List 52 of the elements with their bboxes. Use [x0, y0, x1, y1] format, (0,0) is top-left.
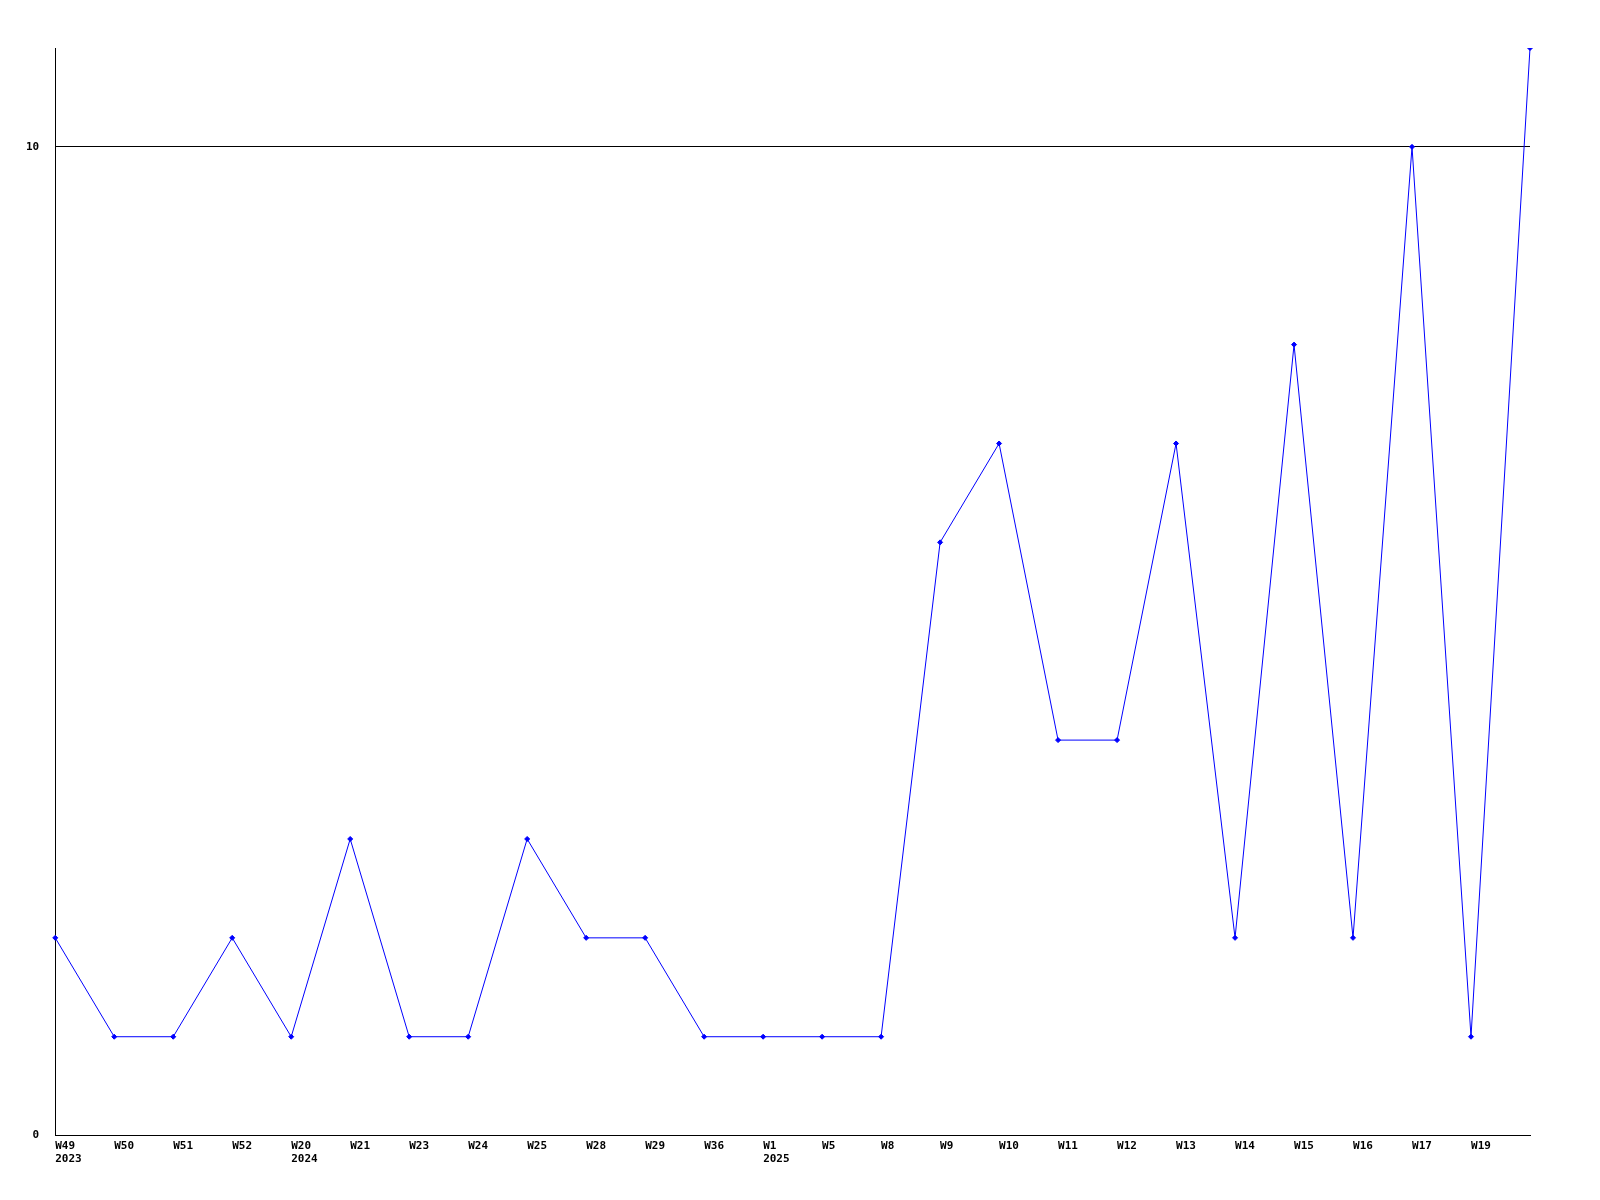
point [878, 1033, 885, 1040]
x-tick-label: W9 [940, 1139, 954, 1153]
x-tick-label: W29 [645, 1139, 666, 1153]
x-tick-label: W21 [350, 1139, 371, 1153]
point [760, 1033, 767, 1040]
x-tick-label: W11 [1058, 1139, 1079, 1153]
x-tick-label: W10 [999, 1139, 1019, 1153]
x-tick-label: W1 2025 [763, 1139, 790, 1166]
x-tick-label: W52 [232, 1139, 253, 1153]
point [937, 539, 944, 546]
x-tick-label: W12 [1117, 1139, 1137, 1153]
x-tick-label: W23 [409, 1139, 430, 1153]
point [288, 1033, 295, 1040]
x-tick-label: W17 [1412, 1139, 1432, 1153]
point [1350, 934, 1357, 941]
x-tick-label: W5 [822, 1139, 836, 1153]
point [1055, 737, 1062, 744]
x-tick-label: W28 [586, 1139, 607, 1153]
point [406, 1033, 413, 1040]
point [111, 1033, 118, 1040]
point [1114, 737, 1121, 744]
x-tick-label: W13 [1176, 1139, 1196, 1153]
x-tick-label: W15 [1294, 1139, 1314, 1153]
point [819, 1033, 826, 1040]
point [347, 835, 354, 842]
point [583, 934, 590, 941]
point [170, 1033, 177, 1040]
point [701, 1033, 708, 1040]
x-tick-label: W51 [173, 1139, 194, 1153]
point [524, 835, 531, 842]
point [229, 934, 236, 941]
x-tick-label: W50 [114, 1139, 135, 1153]
point [642, 934, 649, 941]
x-tick-label: W20 2024 [291, 1139, 319, 1166]
x-tick-label: W36 [704, 1139, 725, 1153]
point [1232, 934, 1239, 941]
x-tick-label: W16 [1353, 1139, 1374, 1153]
point [465, 1033, 472, 1040]
x-tick-label: W25 [527, 1139, 548, 1153]
point [52, 934, 59, 941]
x-tick-label: W24 [468, 1139, 489, 1153]
point [1409, 143, 1416, 150]
x-tick-label: W49 2023 [55, 1139, 82, 1166]
x-tick-label: W14 [1235, 1139, 1256, 1153]
point [1291, 341, 1298, 348]
y-tick-label: 0 [32, 1128, 40, 1142]
x-tick-label: W19 [1471, 1139, 1491, 1153]
point [1468, 1033, 1475, 1040]
point [996, 440, 1003, 447]
y-tick-label: 10 [26, 139, 40, 153]
x-tick-label: W8 [881, 1139, 895, 1153]
point [1173, 440, 1180, 447]
